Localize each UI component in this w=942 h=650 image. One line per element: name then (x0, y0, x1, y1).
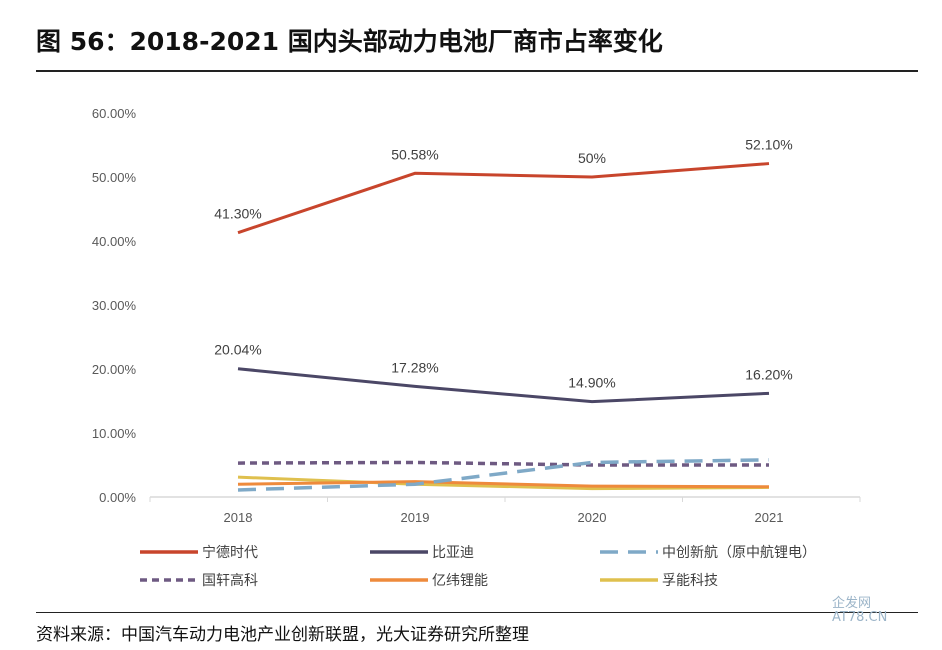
series-line-中创新航（原中航锂电） (237, 458, 770, 492)
legend-label: 中创新航（原中航锂电） (662, 545, 816, 561)
data-label: 17.28% (391, 359, 438, 375)
data-label: 52.10% (745, 137, 792, 153)
y-tick-label: 60.00% (92, 106, 137, 121)
line-chart: 0.00% 10.00% 20.00% 30.00% 40.00% 50.00% 60.00… (92, 106, 861, 589)
legend-label: 国轩高科 (202, 572, 258, 589)
legend-label: 亿纬锂能 (432, 573, 488, 589)
source-note: 资料来源：中国汽车动力电池产业创新联盟，光大证券研究所整理 (36, 625, 529, 645)
data-label: 50.58% (391, 146, 438, 162)
x-tick-label: 2018 (224, 510, 253, 525)
y-tick-label: 10.00% (92, 426, 137, 441)
x-tick-label: 2019 (401, 510, 430, 525)
legend-label: 宁德时代 (202, 544, 258, 561)
legend-label: 比亚迪 (432, 545, 474, 561)
data-label: 50% (578, 150, 606, 166)
series-line-宁德时代 (237, 162, 770, 235)
figure-title: 图 56：2018-2021 国内头部动力电池厂商市占率变化 (36, 27, 663, 56)
data-label: 16.20% (745, 366, 792, 382)
data-label: 14.90% (568, 375, 615, 391)
x-tick-label: 2020 (578, 510, 607, 525)
data-label: 41.30% (214, 206, 261, 222)
data-label: 20.04% (214, 342, 261, 358)
series-line-比亚迪 (237, 367, 770, 404)
y-tick-label: 20.00% (92, 362, 137, 377)
y-tick-label: 30.00% (92, 298, 137, 313)
source-rule (36, 612, 918, 613)
y-tick-label: 0.00% (99, 490, 136, 505)
series-line-孚能科技 (237, 475, 770, 491)
title-rule (36, 70, 918, 72)
y-tick-label: 40.00% (92, 234, 137, 249)
series-line-国轩高科 (237, 460, 769, 467)
watermark-logo: 企发网 AT78.CN (832, 596, 888, 625)
legend-label: 孚能科技 (662, 573, 718, 589)
y-tick-label: 50.00% (92, 170, 137, 185)
x-tick-label: 2021 (755, 510, 784, 525)
series-line-亿纬锂能 (237, 480, 770, 489)
